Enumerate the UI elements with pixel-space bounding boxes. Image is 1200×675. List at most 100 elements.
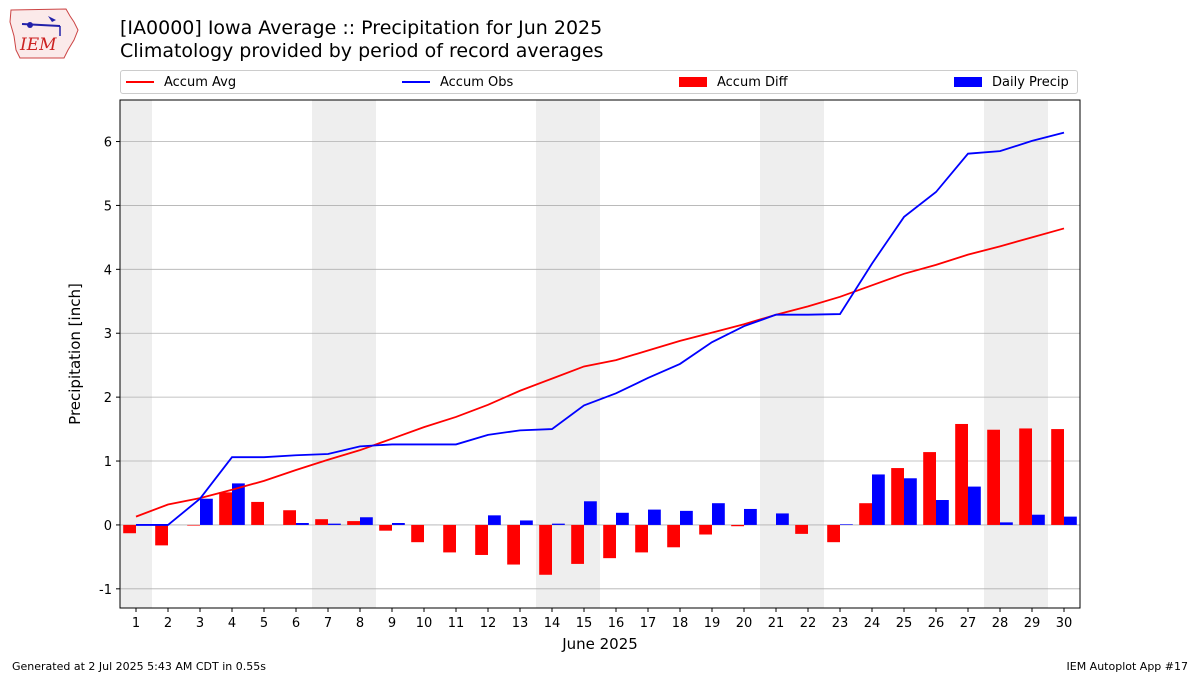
x-tick-label: 18 xyxy=(672,616,689,631)
accum-diff-bar xyxy=(283,510,296,525)
x-tick-label: 5 xyxy=(260,616,268,631)
daily-precip-bar xyxy=(232,483,245,525)
daily-precip-bar xyxy=(520,520,533,525)
legend-label-daily-precip: Daily Precip xyxy=(992,74,1069,90)
daily-precip-bar xyxy=(712,503,725,525)
x-tick-label: 11 xyxy=(448,616,465,631)
accum-diff-bar xyxy=(731,524,744,527)
x-tick-label: 3 xyxy=(196,616,204,631)
generated-timestamp: Generated at 2 Jul 2025 5:43 AM CDT in 0… xyxy=(12,660,266,673)
x-tick-label: 28 xyxy=(992,616,1009,631)
x-tick-label: 23 xyxy=(832,616,849,631)
legend-swatch-accum-obs xyxy=(402,81,430,83)
x-tick-label: 24 xyxy=(864,616,881,631)
accum-diff-bar xyxy=(1051,429,1064,525)
daily-precip-bar xyxy=(360,517,373,525)
accum-diff-bar xyxy=(443,524,456,553)
accum-diff-bar xyxy=(251,501,264,525)
iem-logo: IEM xyxy=(8,6,80,60)
legend-label-accum-obs: Accum Obs xyxy=(440,74,514,90)
daily-precip-bar xyxy=(1000,522,1013,525)
y-axis-label: Precipitation [inch] xyxy=(66,283,84,425)
accum-diff-bar xyxy=(859,503,872,525)
x-tick-label: 6 xyxy=(292,616,300,631)
daily-precip-bar xyxy=(648,509,661,525)
accum-diff-bar xyxy=(507,524,520,565)
daily-precip-bar xyxy=(968,486,981,525)
legend-swatch-daily-precip xyxy=(954,77,982,87)
daily-precip-bar xyxy=(392,523,405,525)
accum-diff-bar xyxy=(571,524,584,564)
daily-precip-bar xyxy=(200,498,213,525)
daily-precip-bar xyxy=(296,523,309,525)
x-tick-label: 12 xyxy=(480,616,497,631)
y-tick-label: 4 xyxy=(104,263,112,278)
x-tick-label: 7 xyxy=(324,616,332,631)
y-tick-label: 2 xyxy=(104,391,112,406)
accum-diff-bar xyxy=(411,524,424,543)
x-tick-label: 4 xyxy=(228,616,236,631)
x-tick-label: 13 xyxy=(512,616,529,631)
x-tick-label: 8 xyxy=(356,616,364,631)
accum-diff-bar xyxy=(923,452,936,525)
daily-precip-bar xyxy=(936,500,949,525)
x-axis-label: June 2025 xyxy=(561,635,638,653)
accum-diff-bar xyxy=(955,423,968,525)
daily-precip-bar xyxy=(328,523,341,525)
weekend-shade xyxy=(760,100,824,608)
legend-swatch-accum-avg xyxy=(126,81,154,83)
x-tick-label: 22 xyxy=(800,616,817,631)
x-tick-label: 19 xyxy=(704,616,721,631)
y-tick-label: 3 xyxy=(104,327,112,342)
x-tick-label: 17 xyxy=(640,616,657,631)
accum-diff-bar xyxy=(795,524,808,534)
logo-text: IEM xyxy=(19,35,57,55)
daily-precip-bar xyxy=(552,523,565,525)
accum-diff-bar xyxy=(603,524,616,559)
legend-item-daily-precip: Daily Precip xyxy=(954,71,1069,93)
accum-diff-bar xyxy=(891,468,904,525)
x-tick-label: 21 xyxy=(768,616,785,631)
daily-precip-bar xyxy=(872,474,885,525)
x-tick-label: 20 xyxy=(736,616,753,631)
y-tick-label: 1 xyxy=(104,455,112,470)
x-tick-label: 1 xyxy=(132,616,140,631)
accum-diff-bar xyxy=(635,524,648,553)
daily-precip-bar xyxy=(904,478,917,525)
accum-diff-bar xyxy=(315,519,328,525)
y-tick-label: 6 xyxy=(104,136,112,151)
x-tick-label: 2 xyxy=(164,616,172,631)
legend-label-accum-diff: Accum Diff xyxy=(717,74,788,90)
accum-diff-bar xyxy=(219,492,232,525)
daily-precip-bar xyxy=(584,501,597,525)
daily-precip-bar xyxy=(744,508,757,525)
daily-precip-bar xyxy=(1032,514,1045,525)
legend-swatch-accum-diff xyxy=(679,77,707,87)
daily-precip-bar xyxy=(840,524,853,525)
chart-subtitle: Climatology provided by period of record… xyxy=(120,40,604,62)
x-tick-label: 15 xyxy=(576,616,593,631)
legend: Accum Avg Accum Obs Accum Diff Daily Pre… xyxy=(120,70,1078,94)
legend-item-accum-diff: Accum Diff xyxy=(679,71,788,93)
x-tick-label: 29 xyxy=(1024,616,1041,631)
accum-diff-bar xyxy=(1019,428,1032,525)
accum-diff-bar xyxy=(347,521,360,525)
weekend-shade xyxy=(120,100,152,608)
daily-precip-bar xyxy=(616,512,629,525)
x-tick-label: 26 xyxy=(928,616,945,631)
y-tick-label: 5 xyxy=(104,199,112,214)
accum-diff-bar xyxy=(155,524,168,546)
accum-diff-bar xyxy=(667,524,680,548)
plot-frame xyxy=(119,99,1081,609)
accum-diff-bar xyxy=(123,524,136,534)
accum-diff-bar xyxy=(827,524,840,543)
accum-obs-line xyxy=(136,131,1065,526)
app-credit: IEM Autoplot App #17 xyxy=(1066,660,1189,673)
accum-avg-line xyxy=(135,227,1065,518)
accum-diff-bar xyxy=(187,524,200,526)
weekend-shade xyxy=(984,100,1048,608)
daily-precip-bar xyxy=(488,515,501,525)
x-tick-label: 27 xyxy=(960,616,977,631)
